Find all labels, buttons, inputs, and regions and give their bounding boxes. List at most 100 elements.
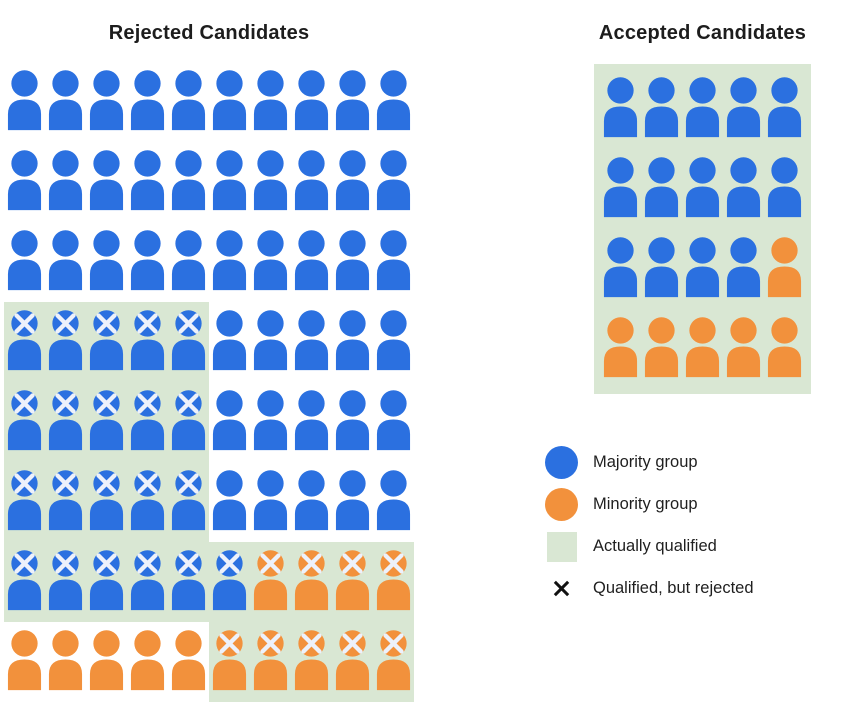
majority-person-icon — [294, 150, 329, 211]
majority-person-icon — [335, 70, 370, 131]
rejected-candidate-cell — [127, 542, 168, 622]
legend-label: Qualified, but rejected — [593, 579, 754, 597]
qualified-rejected-x-mark — [55, 553, 76, 574]
rejected-candidate-cell — [250, 542, 291, 622]
accepted-candidate-cell — [682, 69, 723, 149]
majority-person-icon — [7, 470, 42, 531]
rejected-candidate-cell — [373, 542, 414, 622]
majority-person-icon — [335, 310, 370, 371]
rejected-candidate-cell — [4, 462, 45, 542]
majority-person-icon — [48, 230, 83, 291]
majority-person-icon — [603, 77, 638, 138]
minority-person-icon — [212, 630, 247, 691]
rejected-candidate-cell — [291, 302, 332, 382]
majority-person-icon — [644, 237, 679, 298]
rejected-candidate-cell — [373, 462, 414, 542]
rejected-candidate-cell — [86, 302, 127, 382]
legend-item: Majority group — [545, 446, 754, 479]
qualified-rejected-x-mark — [96, 553, 117, 574]
accepted-candidate-cell — [764, 69, 805, 149]
rejected-candidate-cell — [127, 462, 168, 542]
accepted-candidate-cell — [600, 309, 641, 389]
legend: Majority group Minority group Actually qua… — [545, 446, 754, 605]
minority-person-icon — [89, 630, 124, 691]
rejected-candidate-cell — [250, 462, 291, 542]
rejected-candidate-cell — [332, 222, 373, 302]
rejected-candidate-cell — [86, 222, 127, 302]
rejected-candidate-cell — [4, 622, 45, 702]
majority-person-icon — [212, 310, 247, 371]
majority-person-icon — [376, 70, 411, 131]
rejected-candidate-cell — [86, 542, 127, 622]
rejected-candidate-cell — [373, 62, 414, 142]
qualified-rejected-x-mark — [137, 393, 158, 414]
rejected-candidate-cell — [209, 222, 250, 302]
majority-person-icon — [7, 70, 42, 131]
rejected-candidate-cell — [291, 382, 332, 462]
rejected-x-icon — [553, 580, 570, 597]
qualified-rejected-x-mark — [383, 633, 404, 654]
rejected-candidates-title: Rejected Candidates — [108, 22, 310, 44]
rejected-candidate-cell — [4, 382, 45, 462]
rejected-candidate-cell — [209, 382, 250, 462]
majority-person-icon — [212, 390, 247, 451]
rejected-candidate-cell — [332, 382, 373, 462]
qualified-rejected-x-mark — [137, 313, 158, 334]
minority-person-icon — [130, 630, 165, 691]
accepted-candidate-cell — [641, 309, 682, 389]
accepted-candidate-cell — [764, 149, 805, 229]
rejected-candidate-cell — [45, 542, 86, 622]
qualified-rejected-x-mark — [55, 473, 76, 494]
qualified-rejected-x-mark — [301, 553, 322, 574]
accepted-candidate-cell — [682, 309, 723, 389]
rejected-candidate-cell — [86, 142, 127, 222]
rejected-candidate-cell — [4, 302, 45, 382]
rejected-candidate-cell — [209, 62, 250, 142]
majority-person-icon — [376, 230, 411, 291]
qualified-rejected-x-mark — [260, 553, 281, 574]
qualified-rejected-x-mark — [14, 473, 35, 494]
rejected-candidate-cell — [250, 302, 291, 382]
majority-person-icon — [603, 157, 638, 218]
majority-person-icon — [294, 390, 329, 451]
minority-person-icon — [335, 630, 370, 691]
rejected-candidate-cell — [45, 462, 86, 542]
rejected-candidate-cell — [168, 542, 209, 622]
majority-person-icon — [171, 470, 206, 531]
majority-person-icon — [212, 230, 247, 291]
majority-person-icon — [726, 157, 761, 218]
rejected-candidate-cell — [4, 62, 45, 142]
rejected-candidate-cell — [291, 222, 332, 302]
rejected-candidate-cell — [45, 382, 86, 462]
majority-person-icon — [130, 310, 165, 371]
rejected-candidate-cell — [127, 62, 168, 142]
majority-person-icon — [130, 230, 165, 291]
rejected-candidate-cell — [209, 462, 250, 542]
minority-person-icon — [376, 630, 411, 691]
qualified-rejected-x-mark — [96, 313, 117, 334]
qualified-rejected-x-mark — [137, 553, 158, 574]
majority-person-icon — [48, 70, 83, 131]
rejected-candidate-cell — [291, 62, 332, 142]
rejected-candidate-cell — [373, 222, 414, 302]
minority-person-icon — [335, 550, 370, 611]
rejected-candidate-cell — [332, 462, 373, 542]
majority-person-icon — [130, 550, 165, 611]
accepted-candidate-cell — [682, 229, 723, 309]
minority-person-icon — [7, 630, 42, 691]
qualified-rejected-x-mark — [219, 553, 240, 574]
rejected-candidate-cell — [250, 622, 291, 702]
accepted-candidate-cell — [723, 309, 764, 389]
majority-person-icon — [726, 237, 761, 298]
rejected-candidate-cell — [127, 222, 168, 302]
majority-person-icon — [376, 150, 411, 211]
rejected-candidate-cell — [86, 62, 127, 142]
accepted-candidate-cell — [682, 149, 723, 229]
majority-person-icon — [253, 470, 288, 531]
minority-person-icon — [603, 317, 638, 378]
minority-person-icon — [376, 550, 411, 611]
majority-person-icon — [294, 70, 329, 131]
majority-person-icon — [48, 150, 83, 211]
rejected-candidate-cell — [45, 222, 86, 302]
qualified-rejected-x-mark — [14, 553, 35, 574]
